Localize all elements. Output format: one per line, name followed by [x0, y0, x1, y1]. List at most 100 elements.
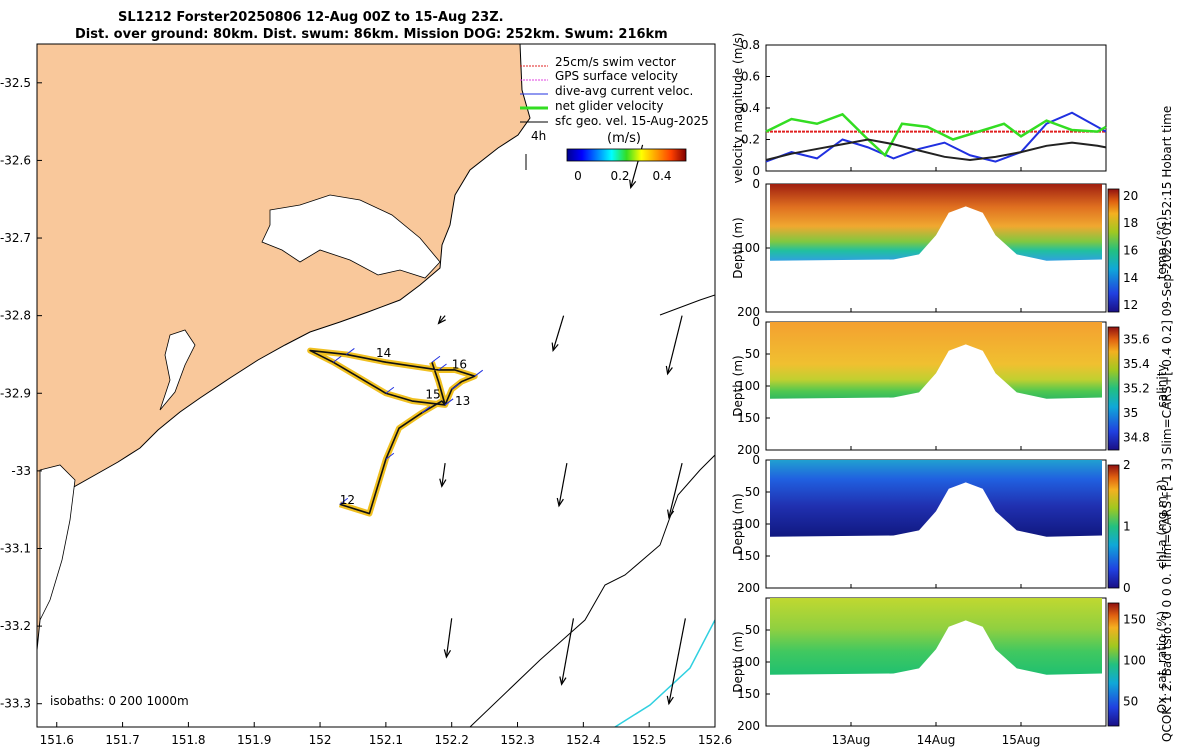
section-colorbar — [1107, 464, 1120, 589]
section-y-tick-label: 0 — [752, 453, 760, 467]
velocity-y-tick-label: 0 — [752, 164, 760, 178]
section-y-tick-label: 200 — [737, 305, 760, 319]
day-label: 12 — [340, 493, 355, 507]
colorbar-tick-label: 50 — [1123, 694, 1138, 708]
map-x-tick-label: 151.6 — [40, 733, 74, 747]
colorbar-tick-label: 18 — [1123, 216, 1138, 230]
section-ylabel: Depth (m) — [731, 355, 745, 416]
colorbar-tick-label: 14 — [1123, 271, 1138, 285]
section-ylabel: Depth (m) — [731, 217, 745, 278]
geo-velocity-arrow — [556, 463, 568, 508]
arrow-shaft — [668, 462, 683, 518]
legend-geo: sfc geo. vel. 15-Aug-2025 — [555, 114, 709, 128]
section-data-field — [770, 460, 1102, 537]
arrow-head — [437, 315, 446, 325]
colorbar-tick: 0.2 — [610, 169, 629, 183]
colorbar-tick-label: 34.8 — [1123, 431, 1150, 445]
arrow-head — [559, 676, 567, 686]
arrow-head — [666, 695, 674, 706]
isobath-200m — [659, 294, 715, 316]
date-tick-label: 14Aug — [917, 733, 956, 747]
map-y-tick-label: -32.7 — [0, 231, 31, 245]
colorbar-tick-label: 12 — [1123, 298, 1138, 312]
colorbar-tick-label: 35.4 — [1123, 357, 1150, 371]
velocity-series-line — [765, 112, 1107, 158]
velocity-ylabel: velocity magnitude (m/s) — [731, 33, 745, 184]
glider-track-line — [309, 349, 476, 515]
arrow-shaft — [445, 618, 453, 658]
day-label: 13 — [455, 394, 470, 408]
colorbar-label: (m/s) — [607, 131, 641, 146]
day-label: 16 — [452, 357, 467, 371]
map-x-tick-label: 152.6 — [698, 733, 732, 747]
section-y-tick-label: 0 — [752, 315, 760, 329]
dive-avg-arrow — [438, 363, 447, 371]
section-colorbar — [1107, 602, 1120, 727]
colorbar-label: chl-a (mg m-3) — [1155, 479, 1169, 568]
coastal-lake — [39, 464, 76, 621]
isobath-label: isobaths: 0 200 1000m — [50, 694, 189, 708]
map-y-tick-label: -32.9 — [0, 386, 31, 400]
map-x-tick-label: 152.2 — [435, 733, 469, 747]
legend-net: net glider velocity — [555, 99, 663, 113]
arrow-shaft — [441, 463, 446, 487]
geo-velocity-arrow — [439, 463, 447, 488]
colorbar-tick-label: 35 — [1123, 406, 1138, 420]
velocity-panel: 0 0.2 0.4 0.6 0.8 velocity magnitude (m/s) — [731, 33, 1107, 184]
section-ylabel: Depth (m) — [731, 631, 745, 692]
map-y-tick-label: -33.1 — [0, 541, 31, 555]
section-y-tick-label: 50 — [745, 347, 760, 361]
colorbar-tick-label: 35.6 — [1123, 332, 1150, 346]
dive-avg-arrow — [332, 355, 342, 363]
section-colorbar — [1107, 188, 1120, 313]
dive-avg-arrow — [444, 398, 454, 406]
velocity-series-line — [765, 111, 1107, 163]
dive-avg-arrow — [431, 355, 441, 363]
arrow-head — [551, 342, 559, 353]
colorbar-tick-label: 1 — [1123, 520, 1131, 534]
map-x-tick-label: 152 — [309, 733, 332, 747]
arrow-shaft — [558, 463, 568, 506]
colorbar-tick: 0 — [574, 169, 582, 183]
geo-velocity-arrow — [437, 315, 446, 325]
map-y-tick-label: -33.3 — [0, 697, 31, 711]
isobath-200m — [469, 454, 715, 727]
section-panel-salinity: 0 50 100 150 200 Depth (m) 34.8 35 35.2 35.4 35.6 s… — [731, 315, 1169, 457]
colorbar-tick: 0.4 — [652, 169, 671, 183]
map-x-tick-label: 152.3 — [500, 733, 534, 747]
date-tick-label: 15Aug — [1002, 733, 1041, 747]
colorbar-tick-label: 2 — [1123, 458, 1131, 472]
coastal-lake — [261, 194, 441, 279]
section-ylabel: Depth (m) — [731, 493, 745, 554]
arrow-shaft — [667, 315, 683, 375]
track-map: 12 13 14 15 16 151.6 151.7 151.8 151.9 152 152.1 1… — [0, 43, 732, 747]
section-colorbar — [1107, 326, 1120, 451]
dive-avg-arrow — [474, 369, 484, 377]
section-data-field — [770, 184, 1102, 261]
arrow-head — [665, 365, 673, 376]
section-y-tick-label: 100 — [737, 379, 760, 393]
geo-velocity-arrow — [559, 618, 575, 686]
legend-dive: dive-avg current veloc. — [555, 84, 693, 98]
geo-velocity-arrow — [443, 618, 453, 659]
arrow-shaft — [561, 618, 575, 685]
map-y-tick-label: -32.5 — [0, 76, 31, 90]
chart-title-line1: SL1212 Forster20250806 12-Aug 00Z to 15-… — [118, 10, 504, 25]
isobath-1000m — [614, 619, 715, 727]
dive-avg-arrow — [339, 497, 349, 505]
colorbar-label: temp. (°C) — [1155, 217, 1169, 280]
velocity-y-tick-label: 0.2 — [741, 133, 760, 147]
dive-avg-arrow — [451, 382, 460, 390]
arrow-shaft — [552, 315, 565, 351]
geo-velocity-arrow — [665, 315, 683, 376]
arrow-head — [439, 478, 447, 488]
colorbar-tick-label: 16 — [1123, 244, 1138, 258]
chart-title-line2: Dist. over ground: 80km. Dist. swum: 86k… — [75, 27, 668, 42]
day-label: 14 — [376, 346, 391, 360]
legend-swim: 25cm/s swim vector — [555, 55, 676, 69]
colorbar-tick-label: 100 — [1123, 653, 1146, 667]
arrow-head — [629, 179, 637, 190]
arrow-shaft — [438, 315, 446, 324]
map-y-tick-label: -32.8 — [0, 309, 31, 323]
